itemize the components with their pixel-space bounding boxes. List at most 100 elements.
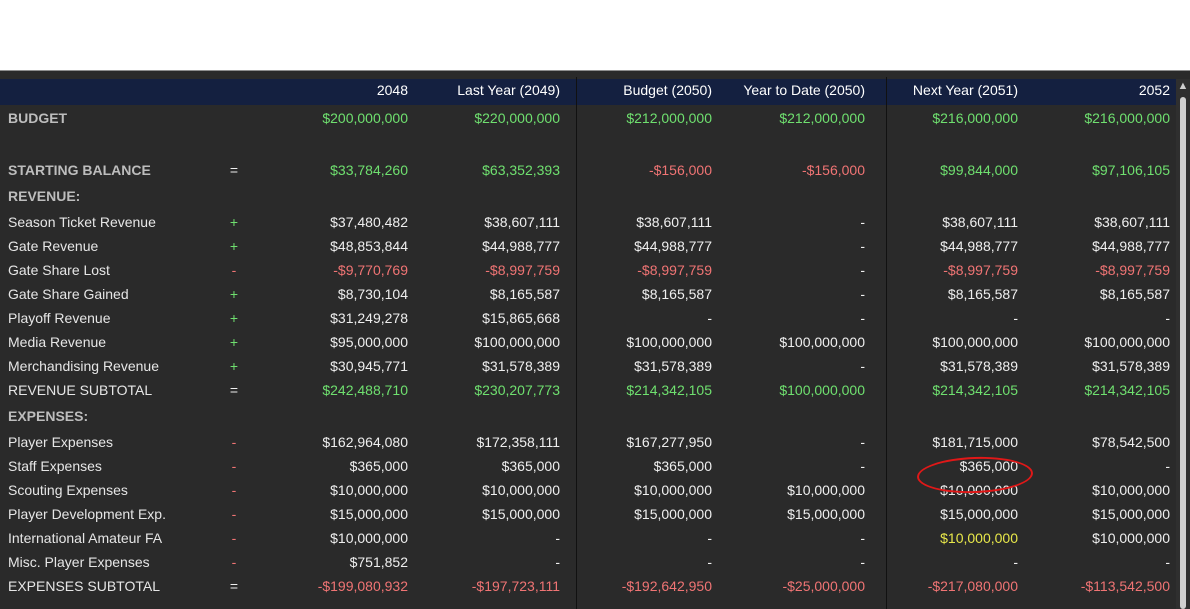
table-row: STARTING BALANCE = $33,784,260 $63,352,393 -… (0, 159, 1176, 183)
table-row: Gate Share Gained + $8,730,104 $8,165,587 $8… (0, 283, 1176, 307)
value-cell: -$217,080,000 (927, 578, 1018, 594)
value-cell: $44,988,777 (634, 238, 712, 254)
row-operator: + (229, 238, 239, 254)
column-header[interactable]: Budget (2050) (623, 82, 712, 98)
row-operator: - (231, 530, 237, 546)
row-label: Player Development Exp. (8, 506, 166, 522)
row-operator: + (229, 334, 239, 350)
table-row: Playoff Revenue + $31,249,278 $15,865,668 - -… (0, 307, 1176, 331)
row-operator: = (229, 162, 239, 178)
value-cell: $10,000,000 (940, 530, 1018, 546)
value-cell: $8,165,587 (1099, 286, 1170, 302)
value-cell: $100,000,000 (932, 334, 1018, 350)
row-label: Playoff Revenue (8, 310, 111, 326)
value-cell: $214,342,105 (1084, 382, 1170, 398)
value-cell: $10,000,000 (330, 530, 408, 546)
value-cell: $167,277,950 (626, 434, 712, 450)
row-label: Staff Expenses (8, 458, 102, 474)
value-cell: $10,000,000 (1092, 482, 1170, 498)
value-cell: - (860, 358, 865, 374)
table-row: REVENUE SUBTOTAL = $242,488,710 $230,207,77… (0, 379, 1176, 403)
value-cell: $37,480,482 (330, 214, 408, 230)
table-row: Media Revenue + $95,000,000 $100,000,000 $10… (0, 331, 1176, 355)
column-header[interactable]: 2048 (376, 82, 408, 98)
value-cell: $31,578,389 (634, 358, 712, 374)
value-cell: - (1013, 554, 1018, 570)
value-cell: $100,000,000 (779, 334, 865, 350)
value-cell: -$113,542,500 (1080, 578, 1170, 594)
row-label: EXPENSES SUBTOTAL (8, 578, 160, 594)
row-operator: + (229, 214, 239, 230)
value-cell: $31,578,389 (482, 358, 560, 374)
row-label: BUDGET (8, 110, 68, 126)
table-row: REVENUE: (0, 185, 1176, 209)
value-cell: - (860, 530, 865, 546)
value-cell: - (707, 554, 712, 570)
value-cell: -$8,997,759 (637, 262, 712, 278)
table-row: Season Ticket Revenue + $37,480,482 $38,607… (0, 211, 1176, 235)
value-cell: - (707, 530, 712, 546)
row-label: Player Expenses (8, 434, 114, 450)
column-header-band (0, 79, 1176, 105)
column-divider (576, 77, 577, 609)
value-cell: $10,000,000 (482, 482, 560, 498)
value-cell: $15,000,000 (787, 506, 865, 522)
table-row: Player Development Exp. - $15,000,000 $15,0… (0, 503, 1176, 527)
value-cell: - (1165, 310, 1170, 326)
row-operator: + (229, 286, 239, 302)
value-cell: $365,000 (501, 458, 560, 474)
value-cell: $100,000,000 (779, 382, 865, 398)
value-cell: -$199,080,932 (317, 578, 408, 594)
row-operator: - (231, 434, 237, 450)
column-header[interactable]: Year to Date (2050) (743, 82, 865, 98)
row-label: REVENUE SUBTOTAL (8, 382, 153, 398)
value-cell: $162,964,080 (322, 434, 408, 450)
value-cell: $172,358,111 (476, 434, 560, 450)
row-operator: + (229, 310, 239, 326)
table-row: Scouting Expenses - $10,000,000 $10,000,000… (0, 479, 1176, 503)
value-cell: -$9,770,769 (333, 262, 408, 278)
value-cell: $200,000,000 (322, 110, 408, 126)
value-cell: $8,730,104 (337, 286, 408, 302)
scroll-up-arrow-icon[interactable]: ▲ (1177, 80, 1189, 92)
row-operator: + (229, 358, 239, 374)
column-header[interactable]: 2052 (1138, 82, 1170, 98)
value-cell: - (860, 286, 865, 302)
value-cell: $230,207,773 (474, 382, 560, 398)
table-row: BUDGET $200,000,000 $220,000,000 $212,000,0… (0, 107, 1176, 131)
row-label: Gate Share Gained (8, 286, 129, 302)
value-cell: $97,106,105 (1092, 162, 1170, 178)
value-cell: $44,988,777 (1092, 238, 1170, 254)
value-cell: -$25,000,000 (782, 578, 865, 594)
column-header[interactable]: Next Year (2051) (912, 82, 1018, 98)
value-cell: - (860, 434, 865, 450)
row-label: REVENUE: (8, 188, 81, 204)
value-cell: $38,607,111 (484, 214, 560, 230)
value-cell: $44,988,777 (482, 238, 560, 254)
value-cell: $33,784,260 (330, 162, 408, 178)
value-cell: - (555, 530, 560, 546)
vertical-scrollbar[interactable]: ▲ (1176, 79, 1190, 609)
value-cell: $100,000,000 (474, 334, 560, 350)
value-cell: - (1165, 458, 1170, 474)
value-cell: $220,000,000 (474, 110, 560, 126)
value-cell: $31,578,389 (940, 358, 1018, 374)
column-header[interactable]: Last Year (2049) (457, 82, 560, 98)
table-row: EXPENSES SUBTOTAL = -$199,080,932 -$197,723… (0, 575, 1176, 599)
value-cell: $212,000,000 (779, 110, 865, 126)
value-cell: - (1013, 310, 1018, 326)
value-cell: -$192,642,950 (621, 578, 712, 594)
value-cell: $214,342,105 (626, 382, 712, 398)
value-cell: $214,342,105 (932, 382, 1018, 398)
table-row: Gate Revenue + $48,853,844 $44,988,777 $44,9… (0, 235, 1176, 259)
scroll-thumb[interactable] (1180, 97, 1186, 609)
value-cell: $365,000 (349, 458, 408, 474)
value-cell: $10,000,000 (787, 482, 865, 498)
value-cell: $31,249,278 (330, 310, 408, 326)
value-cell: $10,000,000 (330, 482, 408, 498)
value-cell: - (860, 214, 865, 230)
value-cell: - (1165, 554, 1170, 570)
value-cell: -$8,997,759 (485, 262, 560, 278)
table-row: Gate Share Lost - -$9,770,769 -$8,997,759 -$… (0, 259, 1176, 283)
row-label: Media Revenue (8, 334, 107, 350)
